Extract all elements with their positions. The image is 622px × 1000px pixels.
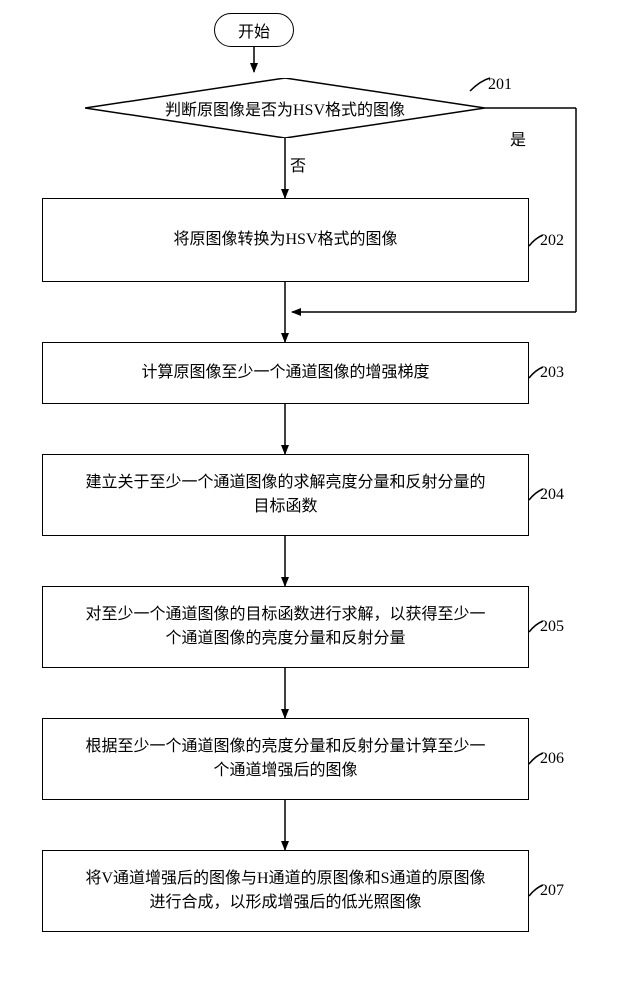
process-204-line2: 目标函数 (253, 498, 317, 515)
process-204-text: 建立关于至少一个通道图像的求解亮度分量和反射分量的 目标函数 (85, 471, 485, 519)
decision-hsv: 判断原图像是否为HSV格式的图像 (85, 78, 485, 138)
process-205-text: 对至少一个通道图像的目标函数进行求解，以获得至少一 个通道图像的亮度分量和反射分… (85, 603, 485, 651)
edge-label-yes: 是 (510, 126, 526, 150)
process-207-line2: 进行合成，以形成增强后的低光照图像 (149, 894, 421, 911)
process-205-line1: 对至少一个通道图像的目标函数进行求解，以获得至少一 (85, 606, 485, 623)
process-206-line2: 个通道增强后的图像 (213, 762, 357, 779)
step-label-203: 203 (540, 364, 564, 382)
step-label-207: 207 (540, 882, 564, 900)
step-label-201: 201 (488, 76, 512, 94)
process-206: 根据至少一个通道图像的亮度分量和反射分量计算至少一 个通道增强后的图像 (42, 718, 529, 800)
process-203-text: 计算原图像至少一个通道图像的增强梯度 (141, 361, 429, 385)
step-label-204: 204 (540, 486, 564, 504)
process-206-line1: 根据至少一个通道图像的亮度分量和反射分量计算至少一 (85, 738, 485, 755)
process-205-line2: 个通道图像的亮度分量和反射分量 (165, 630, 405, 647)
process-204-line1: 建立关于至少一个通道图像的求解亮度分量和反射分量的 (85, 474, 485, 491)
process-207-line1: 将V通道增强后的图像与H通道的原图像和S通道的原图像 (85, 870, 485, 887)
process-202-text: 将原图像转换为HSV格式的图像 (173, 228, 397, 252)
terminator-start-label: 开始 (238, 18, 270, 42)
process-207: 将V通道增强后的图像与H通道的原图像和S通道的原图像 进行合成，以形成增强后的低… (42, 850, 529, 932)
terminator-start: 开始 (214, 13, 294, 47)
process-205: 对至少一个通道图像的目标函数进行求解，以获得至少一 个通道图像的亮度分量和反射分… (42, 586, 529, 668)
step-label-206: 206 (540, 750, 564, 768)
process-206-text: 根据至少一个通道图像的亮度分量和反射分量计算至少一 个通道增强后的图像 (85, 735, 485, 783)
flowchart-canvas: 开始 判断原图像是否为HSV格式的图像 将原图像转换为HSV格式的图像 计算原图… (0, 0, 622, 1000)
process-204: 建立关于至少一个通道图像的求解亮度分量和反射分量的 目标函数 (42, 454, 529, 536)
process-203: 计算原图像至少一个通道图像的增强梯度 (42, 342, 529, 404)
edge-label-no: 否 (290, 152, 306, 176)
step-label-202: 202 (540, 232, 564, 250)
process-207-text: 将V通道增强后的图像与H通道的原图像和S通道的原图像 进行合成，以形成增强后的低… (85, 867, 485, 915)
decision-hsv-label: 判断原图像是否为HSV格式的图像 (85, 96, 485, 120)
step-label-205: 205 (540, 618, 564, 636)
process-202: 将原图像转换为HSV格式的图像 (42, 198, 529, 282)
